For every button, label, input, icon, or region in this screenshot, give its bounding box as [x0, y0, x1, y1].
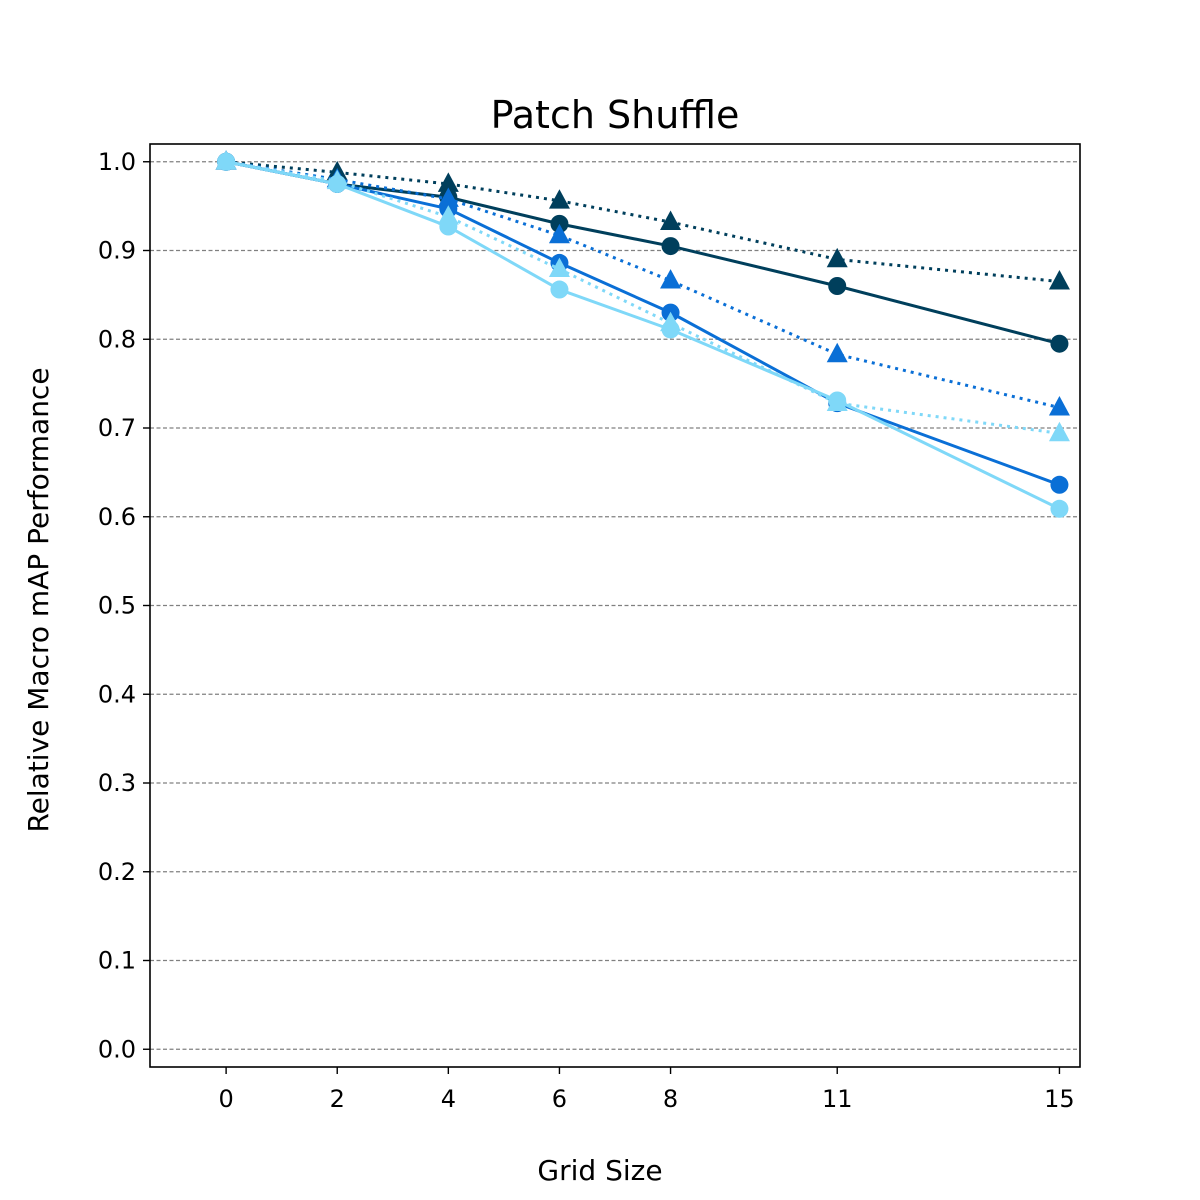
- series-4: [217, 152, 1069, 494]
- y-tick-label: 0.9: [98, 237, 136, 265]
- data-point: [328, 174, 347, 193]
- y-tick-label: 0.7: [98, 414, 136, 442]
- data-point: [660, 210, 682, 230]
- data-point: [1050, 499, 1069, 518]
- y-tick-label: 0.0: [98, 1035, 136, 1063]
- y-tick-label: 0.3: [98, 769, 136, 797]
- x-tick-label: 15: [1044, 1085, 1075, 1113]
- x-tick-label: 0: [218, 1085, 233, 1113]
- series-line: [225, 160, 1060, 410]
- x-tick-label: 11: [822, 1085, 853, 1113]
- data-point: [437, 172, 459, 192]
- data-point: [828, 391, 847, 410]
- data-point: [661, 320, 680, 339]
- y-tick-label: 0.4: [98, 680, 136, 708]
- y-tick-label: 0.5: [98, 592, 136, 620]
- x-tick-label: 2: [330, 1085, 345, 1113]
- x-axis-label: Grid Size: [537, 1154, 662, 1187]
- series-1: [215, 150, 1070, 290]
- series-line: [225, 160, 1060, 487]
- x-tick-label: 8: [663, 1085, 678, 1113]
- data-point: [660, 269, 682, 289]
- y-tick-label: 0.2: [98, 858, 136, 886]
- grid-lines: [150, 161, 1080, 1050]
- data-point: [1048, 270, 1070, 290]
- data-point: [548, 223, 570, 244]
- series-5: [215, 150, 1070, 442]
- y-axis-label: Relative Macro mAP Performance: [22, 367, 55, 832]
- series-line: [225, 160, 1061, 511]
- data-point: [828, 277, 847, 295]
- axis-ticks: 0.0 0.1 0.2 0.3 0.4 0.5 0.6 0.7 0.8 0.9 1.0 0 2 4 6 8 11…: [98, 148, 1075, 1113]
- y-tick-label: 0.6: [98, 503, 136, 531]
- data-point: [826, 247, 848, 268]
- series-line: [225, 160, 1060, 284]
- data-point: [550, 280, 569, 299]
- x-tick-label: 6: [552, 1085, 567, 1113]
- data-point: [1048, 396, 1070, 416]
- data-point: [217, 152, 236, 171]
- data-point: [1050, 475, 1069, 494]
- y-tick-label: 1.0: [98, 148, 136, 176]
- y-tick-label: 0.1: [98, 947, 136, 975]
- data-point: [1048, 421, 1070, 442]
- series-6: [217, 152, 1069, 518]
- data-point: [1050, 334, 1069, 353]
- data-point: [661, 237, 680, 256]
- data-point: [826, 342, 848, 363]
- data-point: [439, 217, 458, 236]
- series-layer: [215, 150, 1070, 518]
- y-tick-label: 0.8: [98, 325, 136, 353]
- x-tick-label: 4: [441, 1085, 456, 1113]
- chart-title: Patch Shuffle: [491, 93, 740, 137]
- data-point: [548, 189, 570, 209]
- series-line: [225, 160, 1060, 435]
- data-point: [548, 257, 570, 278]
